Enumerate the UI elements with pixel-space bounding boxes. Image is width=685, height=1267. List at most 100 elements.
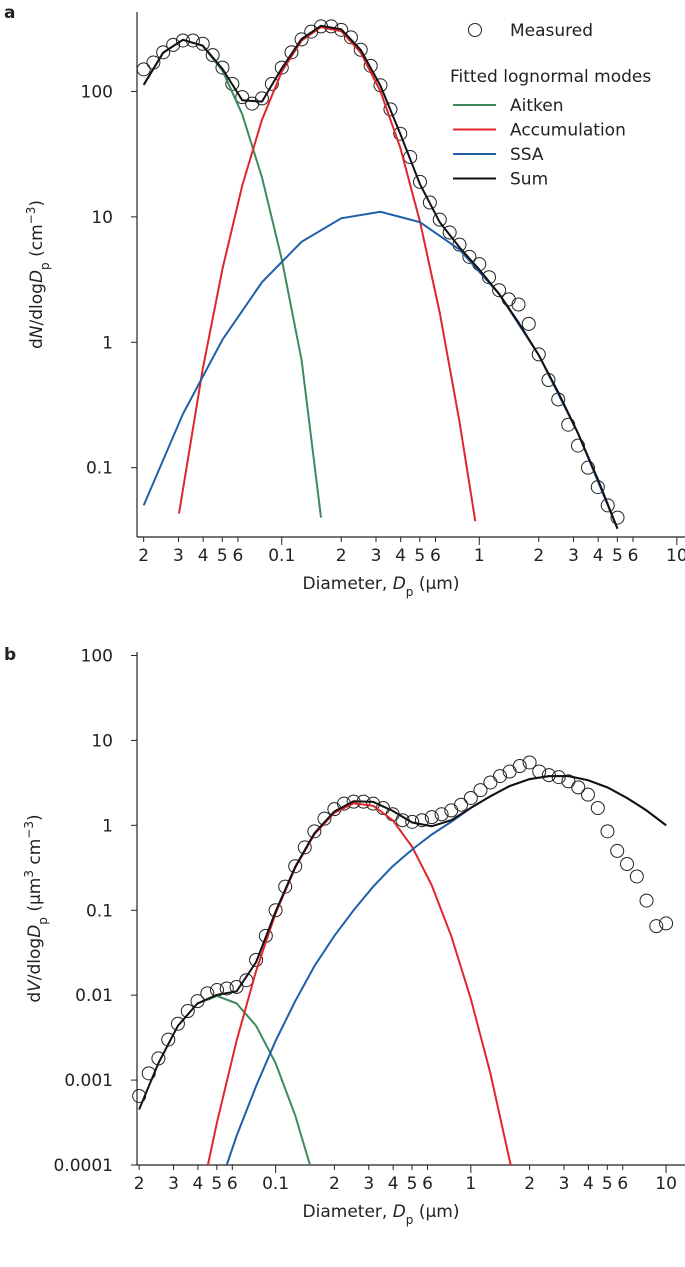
measured-point [284, 45, 299, 60]
x-tick-label: 5 [217, 546, 228, 566]
measured-point [639, 893, 654, 908]
measured-point [580, 787, 595, 802]
x-tick-label: 2 [524, 1174, 535, 1194]
label-part: (μm) [413, 574, 459, 594]
measured-point [442, 225, 457, 240]
x-tick-label: 6 [628, 546, 639, 566]
y-tick-label: 100 [81, 647, 113, 667]
label-part: p [406, 1213, 414, 1227]
y-tick-label: 0.1 [86, 459, 113, 479]
x-tick-label: 6 [430, 546, 441, 566]
curve [142, 38, 322, 518]
measured-point [170, 1016, 185, 1031]
measured-point [422, 195, 437, 210]
y-tick-label: 1 [102, 333, 113, 353]
x-tick-label: 5 [414, 546, 425, 566]
x-tick-label: 4 [395, 546, 406, 566]
y-tick-label: 0.1 [86, 901, 113, 921]
x-tick-label: 2 [533, 546, 544, 566]
measured-point [649, 919, 664, 934]
y-tick-label: 0.0001 [54, 1156, 113, 1176]
measured-point [610, 843, 625, 858]
measured-point [610, 510, 625, 525]
measured-point [166, 37, 181, 52]
label-part: −3 [22, 821, 36, 839]
label-part: −3 [24, 207, 38, 225]
x-tick-label: 4 [388, 1174, 399, 1194]
measured-point [205, 48, 220, 63]
label-part: 3 [22, 870, 36, 878]
label-part: p [406, 585, 414, 599]
label-part: D [393, 1202, 406, 1222]
curve [197, 994, 311, 1166]
x-tick-label: 6 [227, 1174, 238, 1194]
label-part: ) [25, 814, 45, 821]
x-tick-label: 6 [617, 1174, 628, 1194]
measured-point [492, 283, 507, 298]
measured-point [219, 981, 234, 996]
label-part: /dlog [27, 283, 47, 325]
measured-point [235, 90, 250, 105]
measured-point [424, 810, 439, 825]
measured-point [245, 96, 260, 111]
x-tick-label: 3 [568, 546, 579, 566]
label-part: /dlog [25, 938, 45, 980]
y-tick-label: 0.001 [64, 1071, 113, 1091]
x-tick-label: 1 [465, 1174, 476, 1194]
measured-point [353, 42, 368, 57]
x-tick-label: 1 [474, 546, 485, 566]
x-tick-label: 5 [612, 546, 623, 566]
legend-marker [468, 23, 482, 37]
measured-point [620, 857, 635, 872]
label-part: ) [27, 200, 47, 207]
curve [138, 775, 667, 1110]
measured-point [136, 62, 151, 77]
measured-point [629, 869, 644, 884]
y-axis-label: dN/dlogDp (cm−3) [24, 200, 52, 349]
measured-point [268, 903, 283, 918]
curve [206, 802, 512, 1166]
label-part: Diameter, [303, 574, 393, 594]
measured-point [501, 292, 516, 307]
measured-point [659, 916, 674, 931]
x-tick-label: 3 [559, 1174, 570, 1194]
x-tick-label: 4 [193, 1174, 204, 1194]
label-part: p [36, 917, 50, 925]
label-part: (μm [25, 878, 45, 917]
legend-label: Aitken [510, 96, 564, 116]
measured-point [405, 814, 420, 829]
y-tick-label: 10 [91, 731, 113, 751]
measured-point [180, 1004, 195, 1019]
measured-point [383, 102, 398, 117]
measured-point [288, 859, 303, 874]
curve [178, 26, 477, 522]
x-tick-label: 3 [168, 1174, 179, 1194]
label-part: (cm [27, 224, 47, 262]
x-axis-label: Diameter, Dp (μm) [303, 574, 460, 599]
measured-point [483, 775, 498, 790]
y-tick-label: 100 [81, 82, 113, 102]
x-tick-label: 0.1 [262, 1174, 289, 1194]
measured-point [215, 60, 230, 75]
legend-title: Fitted lognormal modes [450, 67, 651, 87]
measured-point [463, 790, 478, 805]
label-part: (μm) [413, 1202, 459, 1222]
x-tick-label: 3 [173, 546, 184, 566]
y-tick-label: 10 [91, 208, 113, 228]
x-axis-label: Diameter, Dp (μm) [303, 1202, 460, 1227]
legend-label: SSA [510, 145, 544, 165]
measured-point [412, 174, 427, 189]
curve [142, 24, 619, 530]
x-tick-label: 5 [211, 1174, 222, 1194]
measured-point [600, 824, 615, 839]
measured-point [512, 758, 527, 773]
measured-point [317, 811, 332, 826]
measured-point [307, 824, 322, 839]
x-tick-label: 3 [363, 1174, 374, 1194]
measured-point [432, 212, 447, 227]
measured-point [393, 126, 408, 141]
measured-point [414, 813, 429, 828]
